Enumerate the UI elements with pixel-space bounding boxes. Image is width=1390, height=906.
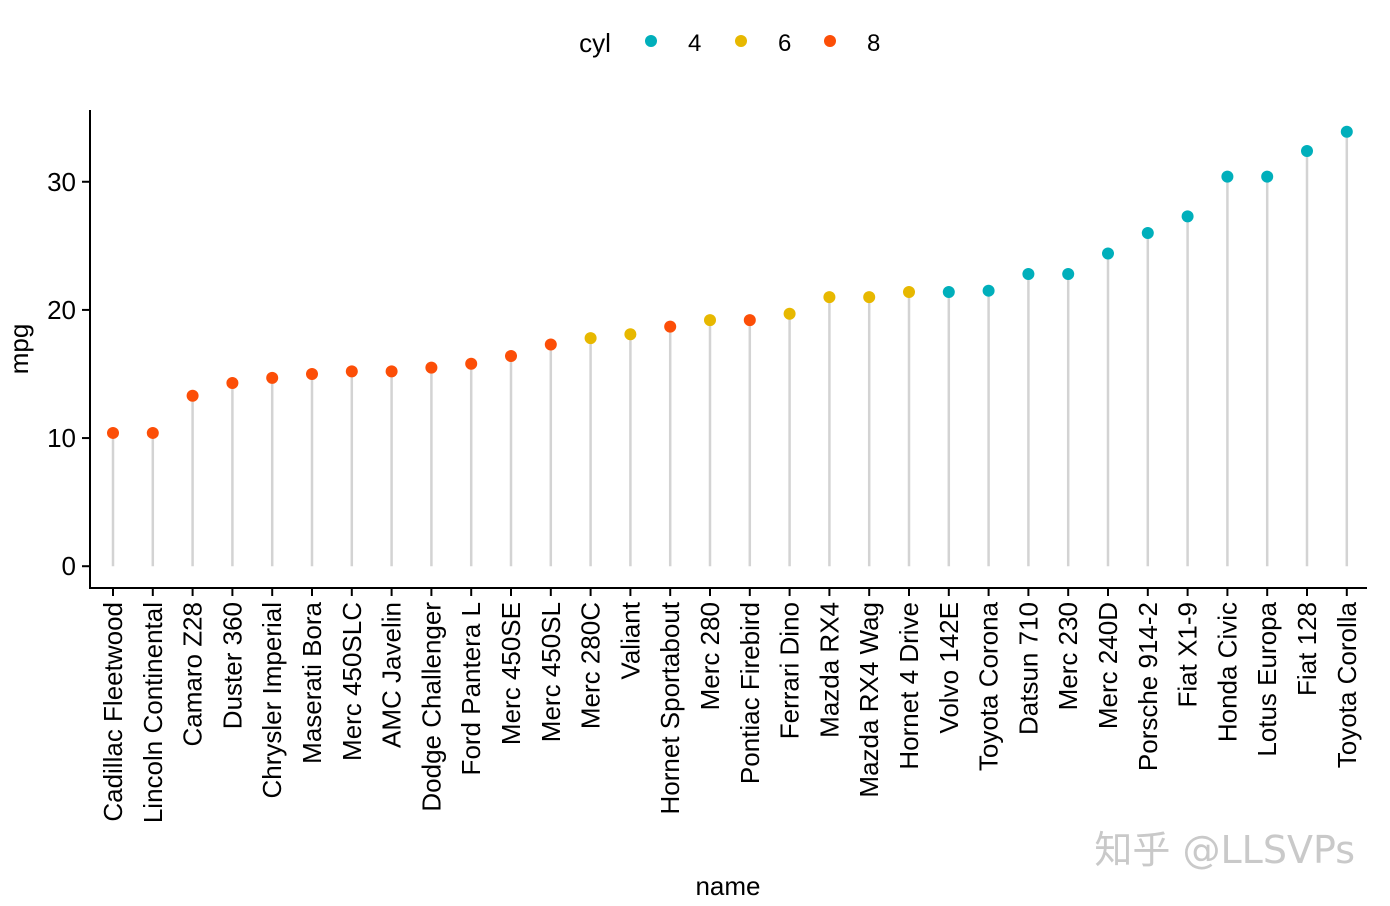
legend-key-dot bbox=[645, 35, 657, 47]
x-tick-label: Merc 450SE bbox=[496, 602, 526, 745]
x-tick-label: Hornet Sportabout bbox=[655, 601, 685, 814]
legend: cyl 4 6 8 bbox=[579, 28, 880, 58]
x-tick-label: Dodge Challenger bbox=[416, 602, 446, 812]
x-tick-label: Datsun 710 bbox=[1013, 602, 1043, 735]
axes: 0 10 20 30 Cadillac Fleetwood Lincoln Contin… bbox=[47, 110, 1367, 823]
legend-label: 4 bbox=[688, 30, 701, 57]
x-tick-label: Lotus Europa bbox=[1252, 601, 1282, 756]
x-tick-label: Toyota Corolla bbox=[1332, 601, 1362, 768]
legend-title: cyl bbox=[579, 28, 611, 58]
x-tick-label: Fiat X1-9 bbox=[1173, 602, 1203, 708]
y-axis-title: mpg bbox=[4, 324, 34, 375]
legend-label: 6 bbox=[778, 30, 791, 57]
lollipop-dot bbox=[664, 320, 677, 333]
x-tick-label: Porsche 914-2 bbox=[1133, 602, 1163, 771]
lollipop-dot bbox=[306, 367, 318, 380]
lollipop-dot bbox=[743, 314, 756, 327]
lollipop-dot bbox=[863, 291, 876, 304]
legend-key-dot bbox=[735, 35, 747, 47]
lollipop-dot bbox=[1340, 125, 1353, 138]
lollipop-dot bbox=[345, 365, 358, 378]
lollipop-dot bbox=[942, 285, 955, 298]
lollipop-dot bbox=[465, 357, 478, 370]
x-tick-label: Camaro Z28 bbox=[178, 602, 208, 747]
y-tick-label: 10 bbox=[47, 423, 76, 453]
lollipop-dot bbox=[1141, 227, 1154, 240]
lollipop-dot bbox=[783, 307, 796, 320]
x-tick-label: Merc 450SL bbox=[536, 602, 566, 742]
x-tick-label: Volvo 142E bbox=[934, 602, 964, 734]
lollipop-dot bbox=[1181, 210, 1194, 223]
x-tick-label: Merc 280 bbox=[695, 602, 725, 710]
x-tick-label: Mazda RX4 bbox=[814, 602, 844, 738]
lollipop-dot bbox=[903, 285, 915, 298]
lollipop-dot bbox=[505, 350, 517, 363]
lollipop-dot bbox=[1062, 268, 1075, 281]
y-tick-label: 20 bbox=[47, 295, 76, 325]
y-tick-label: 30 bbox=[47, 167, 76, 197]
lollipop-dot bbox=[385, 365, 398, 378]
lollipop-dot bbox=[186, 389, 199, 402]
lollipop-dot bbox=[704, 314, 716, 327]
x-tick-label: Chrysler Imperial bbox=[257, 602, 287, 799]
lollipop-dot bbox=[1102, 247, 1114, 260]
y-tick-label: 0 bbox=[62, 551, 76, 581]
legend-label: 8 bbox=[867, 30, 880, 57]
watermark: 知乎 @LLSVPs bbox=[1094, 828, 1355, 872]
lollipop-dot bbox=[624, 328, 637, 341]
x-tick-label: Valiant bbox=[615, 601, 645, 679]
lollipop-dot bbox=[146, 426, 159, 439]
legend-key-dot bbox=[824, 35, 836, 47]
lollipop-dot bbox=[1261, 170, 1274, 183]
lollipop-dot bbox=[1301, 145, 1313, 158]
lollipop-dot bbox=[425, 361, 438, 374]
x-tick-label: Honda Civic bbox=[1212, 602, 1242, 742]
x-tick-label: Maserati Bora bbox=[297, 601, 327, 763]
x-tick-label: Fiat 128 bbox=[1292, 602, 1322, 696]
x-axis-title: name bbox=[695, 871, 760, 901]
lollipop-dot bbox=[544, 338, 557, 351]
x-tick-label: Merc 280C bbox=[576, 602, 606, 729]
x-tick-label: Ford Pantera L bbox=[456, 602, 486, 775]
lollipop-dot bbox=[823, 291, 836, 304]
x-tick-label: Toyota Corona bbox=[974, 601, 1004, 771]
lollipop-dot bbox=[1022, 268, 1035, 281]
x-tick-label: Merc 240D bbox=[1093, 602, 1123, 729]
x-tick-label: Merc 230 bbox=[1053, 602, 1083, 710]
x-tick-label: Duster 360 bbox=[217, 602, 247, 729]
lollipop-dot bbox=[584, 332, 597, 345]
x-tick-label: AMC Javelin bbox=[377, 602, 407, 748]
x-tick-label: Cadillac Fleetwood bbox=[98, 602, 128, 822]
x-tick-label: Pontiac Firebird bbox=[735, 602, 765, 784]
lollipop-dot bbox=[226, 376, 239, 389]
x-tick-label: Hornet 4 Drive bbox=[894, 602, 924, 770]
lollipop-dot bbox=[982, 284, 995, 297]
x-tick-label: Ferrari Dino bbox=[775, 602, 805, 739]
lollipop-dot bbox=[266, 371, 279, 384]
x-tick-label: Lincoln Continental bbox=[138, 602, 168, 823]
lollipop-dot bbox=[107, 426, 119, 439]
x-tick-label: Mazda RX4 Wag bbox=[854, 602, 884, 798]
lollipop-dot bbox=[1221, 170, 1234, 183]
x-tick-label: Merc 450SLC bbox=[337, 602, 367, 761]
